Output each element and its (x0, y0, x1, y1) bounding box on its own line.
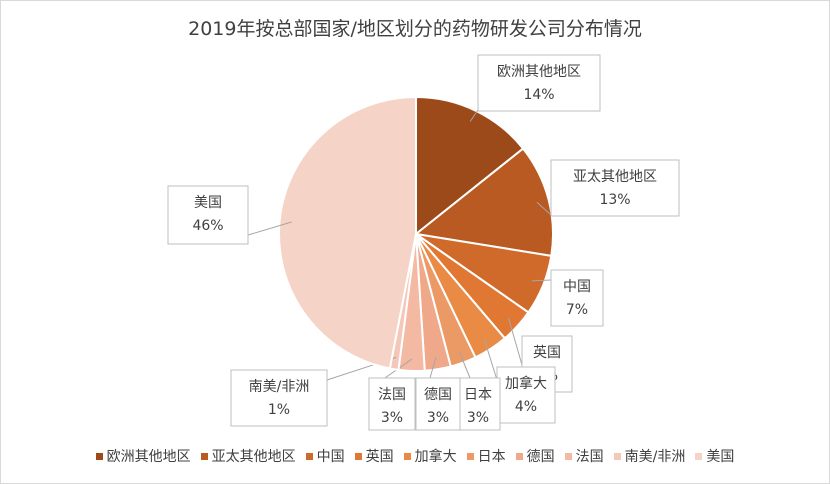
legend-item: 英国 (354, 446, 394, 466)
leader-line (483, 338, 498, 381)
leader-line (429, 357, 437, 379)
data-label-value: 4% (515, 399, 537, 415)
data-label-category: 加拿大 (505, 375, 547, 392)
legend-label: 德国 (526, 449, 555, 465)
data-label-box (496, 366, 556, 424)
data-label-box (230, 369, 328, 427)
pie-slice (415, 95, 525, 237)
leader-line (508, 317, 523, 366)
legend-label: 加拿大 (414, 449, 457, 465)
legend-label: 南美/非洲 (624, 449, 686, 465)
data-label-box (415, 377, 461, 431)
data-label-value: 3% (427, 410, 449, 426)
data-label-category: 德国 (424, 387, 452, 403)
legend-swatch (305, 452, 313, 460)
data-label-value: 14% (523, 87, 554, 103)
legend-swatch (200, 452, 208, 460)
legend-label: 美国 (706, 449, 735, 465)
legend-label: 英国 (365, 449, 394, 465)
legend-label: 日本 (477, 449, 506, 465)
legend-swatch (515, 452, 523, 460)
legend-label: 欧洲其他地区 (106, 449, 191, 465)
leader-line (469, 109, 479, 122)
leader-line (536, 201, 552, 216)
legend-label: 中国 (316, 449, 345, 465)
legend-swatch (95, 452, 103, 460)
chart-title: 2019年按总部国家/地区划分的药物研发公司分布情况 (188, 18, 642, 40)
data-label-box (368, 377, 416, 431)
legend-swatch (695, 452, 703, 460)
data-label-category: 亚太其他地区 (573, 169, 657, 185)
data-label-box (477, 54, 601, 112)
legend-swatch (564, 452, 572, 460)
legend-label: 法国 (575, 449, 604, 465)
data-label-value: 13% (599, 192, 630, 208)
data-label-value: 7% (566, 302, 588, 318)
data-label-box (550, 269, 604, 327)
data-label-category: 日本 (464, 387, 492, 403)
legend-item: 法国 (564, 446, 604, 466)
data-label-category: 南美/非洲 (249, 379, 310, 395)
leader-line (458, 351, 471, 379)
legend-item: 加拿大 (403, 446, 457, 466)
legend-item: 美国 (695, 446, 734, 466)
legend-item: 德国 (515, 446, 555, 466)
legend-item: 欧洲其他地区 (95, 446, 191, 466)
legend-item: 南美/非洲 (613, 446, 686, 466)
data-label-value: 46% (192, 218, 223, 234)
legend-item: 中国 (305, 446, 345, 466)
data-label-box (550, 159, 680, 217)
leader-line (531, 279, 552, 282)
legend-swatch (466, 452, 474, 460)
legend-swatch (403, 452, 411, 460)
data-label-value: 3% (381, 410, 403, 426)
pie-slice (278, 95, 417, 370)
legend: 欧洲其他地区 亚太其他地区 中国 英国 加拿大 日本 德国 法国 南美/非洲 美国 (0, 446, 830, 466)
data-label-category: 法国 (378, 387, 406, 403)
legend-label: 亚太其他地区 (211, 449, 296, 465)
data-label-value: 3% (467, 410, 489, 426)
data-label-box (455, 377, 501, 431)
leader-line (247, 221, 292, 236)
legend-swatch (613, 452, 621, 460)
data-label-category: 中国 (563, 279, 591, 295)
legend-swatch (354, 452, 362, 460)
pie-slice (413, 147, 554, 258)
data-label-category: 欧洲其他地区 (497, 64, 581, 80)
data-label-value: 1% (268, 402, 290, 418)
data-label-category: 英国 (533, 344, 561, 361)
legend-item: 日本 (466, 446, 506, 466)
data-label-box (167, 185, 249, 245)
legend-item: 亚太其他地区 (200, 446, 296, 466)
data-label-category: 美国 (194, 195, 222, 211)
